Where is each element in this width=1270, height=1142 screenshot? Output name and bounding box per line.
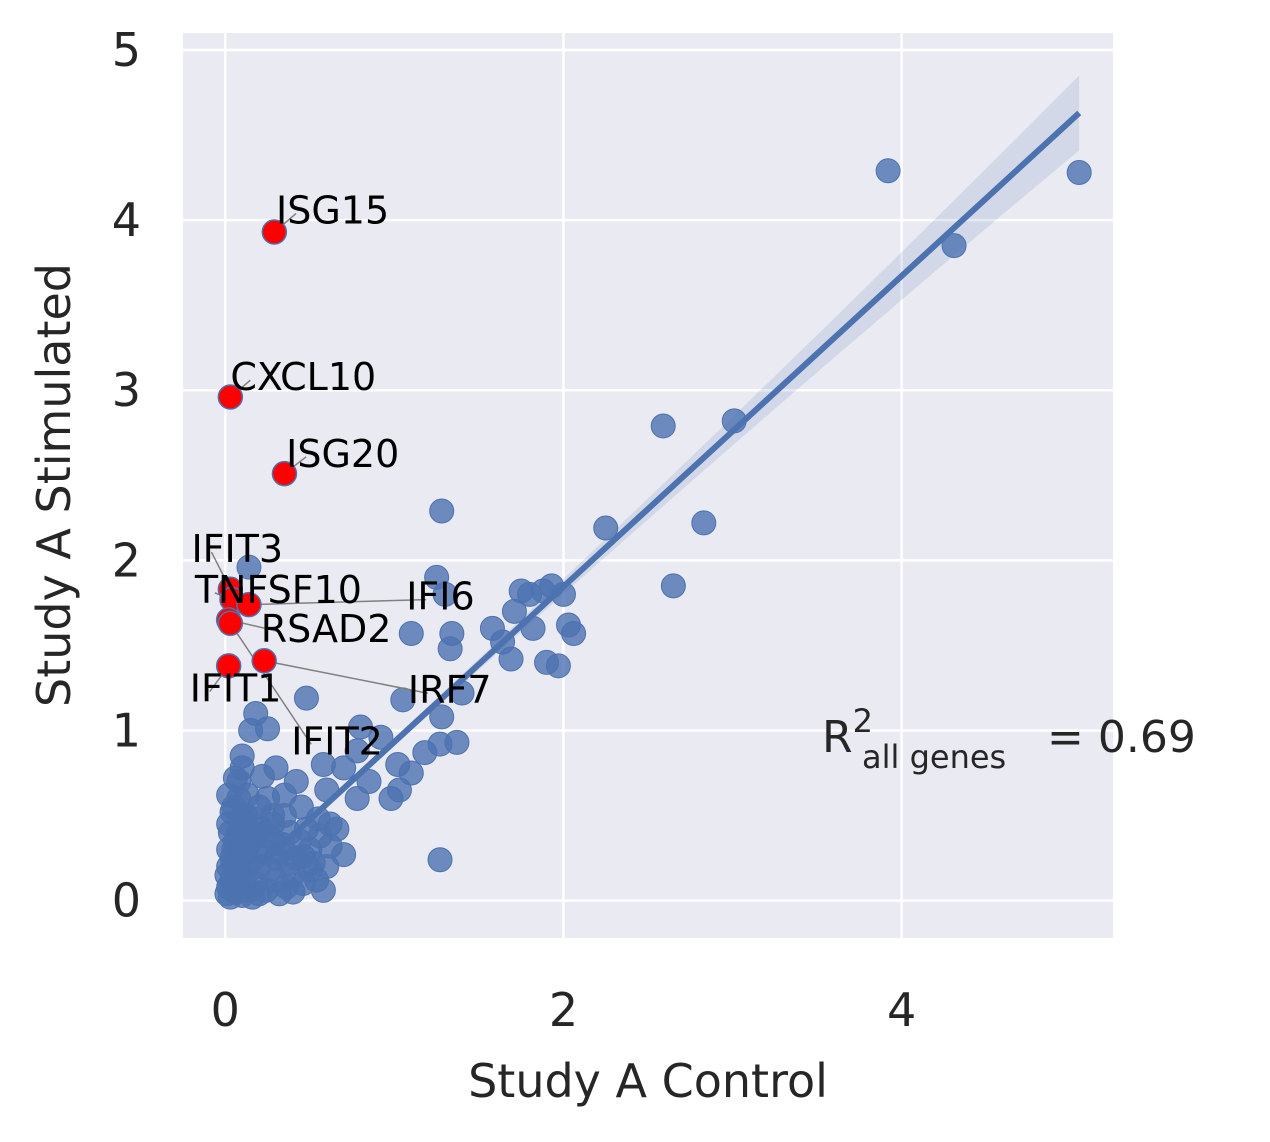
gene-label: IFIT2 bbox=[291, 719, 383, 763]
data-point bbox=[429, 704, 455, 730]
y-tick-label: 3 bbox=[112, 363, 141, 417]
r2-value: = 0.69 bbox=[1047, 712, 1196, 763]
r2-symbol: R bbox=[822, 712, 853, 763]
leader-line bbox=[248, 598, 427, 606]
y-tick-label: 4 bbox=[112, 193, 141, 247]
grid bbox=[183, 33, 1113, 938]
highlighted-point bbox=[217, 610, 244, 637]
data-point bbox=[1066, 159, 1092, 185]
x-tick-label: 4 bbox=[887, 983, 916, 1037]
regression-line bbox=[223, 110, 1082, 900]
y-tick-label: 5 bbox=[112, 23, 141, 77]
data-point bbox=[378, 786, 404, 812]
gene-label: ISG15 bbox=[276, 189, 389, 233]
highlighted-points bbox=[215, 219, 298, 679]
data-point bbox=[691, 510, 717, 536]
gene-label: IFI6 bbox=[406, 575, 474, 619]
data-point bbox=[561, 620, 587, 646]
y-axis-label: Study A Stimulated bbox=[27, 263, 81, 707]
data-point bbox=[501, 598, 527, 624]
gene-label: IFIT3 bbox=[191, 527, 283, 571]
highlighted-point bbox=[261, 219, 288, 245]
data-point bbox=[331, 755, 357, 781]
r2-annotation: R2 all genes = 0.69 bbox=[822, 702, 1196, 776]
data-point bbox=[941, 233, 967, 259]
gene-label: TNFSF10 bbox=[194, 568, 362, 612]
highlighted-point bbox=[217, 384, 244, 410]
x-tick-label: 0 bbox=[211, 983, 240, 1037]
data-point bbox=[429, 498, 455, 524]
y-tick-label: 2 bbox=[112, 533, 141, 587]
data-points bbox=[214, 158, 1092, 910]
data-point bbox=[344, 786, 370, 812]
data-point bbox=[660, 573, 686, 599]
data-point bbox=[517, 581, 543, 607]
data-point bbox=[593, 515, 619, 541]
highlighted-point bbox=[236, 591, 262, 618]
data-point bbox=[545, 653, 571, 679]
data-point bbox=[412, 740, 438, 766]
tick-labels: 0 2 4 0 1 2 3 4 5 bbox=[112, 23, 917, 1037]
gene-label: RSAD2 bbox=[261, 607, 392, 651]
data-point bbox=[344, 738, 370, 764]
y-tick-label: 0 bbox=[112, 874, 141, 928]
highlighted-point bbox=[251, 647, 277, 674]
y-tick-label: 1 bbox=[112, 703, 141, 757]
data-point bbox=[236, 554, 262, 580]
data-point bbox=[246, 881, 272, 907]
data-point bbox=[650, 413, 676, 439]
x-axis-label: Study A Control bbox=[468, 1054, 828, 1108]
gene-label: ISG20 bbox=[286, 432, 399, 476]
data-point bbox=[368, 724, 394, 750]
gene-label: CXCL10 bbox=[230, 355, 376, 399]
plot-background bbox=[183, 33, 1113, 938]
data-point bbox=[256, 823, 282, 849]
x-tick-label: 2 bbox=[549, 983, 578, 1037]
regression bbox=[223, 110, 1082, 900]
r2-subscript: all genes bbox=[862, 738, 1006, 776]
data-point bbox=[324, 816, 350, 842]
data-point bbox=[437, 636, 463, 662]
gene-label: IRF7 bbox=[408, 668, 492, 712]
data-point bbox=[234, 833, 260, 859]
leader-line bbox=[229, 622, 312, 745]
data-point bbox=[398, 620, 424, 646]
data-point bbox=[432, 581, 458, 607]
data-point bbox=[229, 743, 255, 769]
data-point bbox=[304, 867, 330, 893]
highlighted-point bbox=[271, 460, 298, 487]
data-point bbox=[875, 158, 901, 184]
gene-label: IFIT1 bbox=[190, 667, 282, 711]
data-point bbox=[427, 847, 453, 873]
data-point bbox=[243, 700, 269, 726]
r2-superscript: 2 bbox=[853, 702, 873, 740]
leader-line bbox=[264, 659, 429, 694]
highlighted-point bbox=[215, 653, 242, 679]
data-point bbox=[498, 646, 524, 672]
data-point bbox=[293, 685, 319, 711]
